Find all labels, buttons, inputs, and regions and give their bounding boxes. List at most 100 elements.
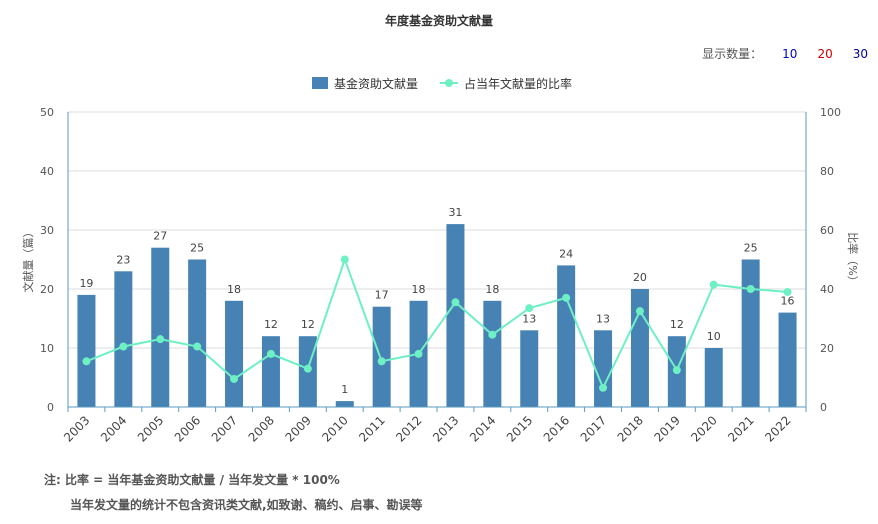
x-tick-label: 2017	[578, 413, 609, 444]
ratio-point	[303, 364, 312, 373]
display-count-option-30[interactable]: 30	[852, 46, 868, 61]
display-count-selector: 显示数量： 10 20 30	[702, 45, 868, 62]
x-tick-label: 2007	[209, 413, 240, 444]
bar-value-label: 25	[190, 242, 204, 255]
bar	[594, 330, 613, 407]
x-tick-label: 2011	[356, 413, 387, 444]
grid-lines	[68, 111, 806, 349]
y2-tick-label: 100	[820, 106, 841, 119]
bar-value-label: 27	[153, 230, 167, 243]
ratio-point	[119, 342, 128, 351]
bar-value-label: 1	[341, 383, 348, 396]
chart-notes: 注: 比率 = 当年基金资助文献量 / 当年发文量 * 100% 当年发文量的统…	[44, 468, 423, 518]
legend[interactable]: 基金资助文献量 占当年文献量的比率	[312, 76, 572, 91]
ratio-line	[86, 256, 788, 391]
ratio-point	[266, 349, 275, 358]
bar	[520, 330, 539, 407]
ratio-point	[156, 335, 165, 344]
bar-value-label: 18	[485, 283, 499, 296]
x-tick-label: 2008	[246, 413, 277, 444]
y-tick-label: 30	[40, 224, 54, 237]
bar-value-label: 19	[79, 277, 93, 290]
note-line-2: 当年发文量的统计不包含资讯类文献,如致谢、稿约、启事、勘误等	[70, 498, 423, 512]
ratio-point	[746, 285, 755, 293]
x-tick-label: 2015	[504, 413, 535, 444]
y2-tick-label: 80	[820, 165, 834, 178]
ratio-point	[709, 280, 718, 289]
ratio-point	[82, 357, 91, 366]
x-tick-label: 2022	[762, 413, 793, 444]
bar-value-label: 13	[522, 312, 536, 325]
ratio-point	[783, 287, 792, 296]
ratio-point	[340, 255, 349, 264]
bar	[778, 312, 797, 407]
ratio-line-series	[82, 255, 792, 392]
y-tick-label: 50	[40, 106, 54, 119]
bar	[630, 289, 649, 407]
bar-value-label: 24	[559, 247, 573, 260]
bar-value-label: 17	[375, 289, 389, 302]
x-tick-label: 2014	[467, 413, 498, 444]
ratio-point	[525, 304, 534, 313]
bar-value-label: 12	[264, 318, 278, 331]
y-tick-label: 20	[40, 283, 54, 296]
ratio-point	[414, 349, 423, 358]
chart-title: 年度基金资助文献量	[384, 14, 493, 28]
ratio-point	[451, 298, 460, 307]
x-tick-label: 2013	[430, 413, 461, 444]
bar	[704, 348, 723, 407]
note-line-1: 注: 比率 = 当年基金资助文献量 / 当年发文量 * 100%	[44, 473, 340, 487]
y-tick-label: 0	[47, 401, 54, 414]
y2-tick-label: 20	[820, 342, 834, 355]
bar-value-label: 25	[744, 242, 758, 255]
ratio-point	[599, 383, 608, 392]
bar-value-label: 10	[707, 330, 721, 343]
bar	[151, 247, 170, 407]
bar	[335, 401, 354, 407]
bar	[77, 294, 96, 407]
x-tick-label: 2021	[725, 413, 756, 444]
bar-value-label: 16	[781, 295, 795, 308]
y2-tick-label: 40	[820, 283, 834, 296]
y-axis-label: 文献量（篇）	[21, 227, 35, 293]
bar-value-label: 12	[670, 318, 684, 331]
bar-value-label: 18	[412, 283, 426, 296]
y2-tick-label: 0	[820, 401, 827, 414]
bar	[114, 271, 133, 407]
y2-axis-label: 比率（%）	[846, 232, 860, 286]
display-count-option-10[interactable]: 10	[782, 46, 798, 61]
bar	[372, 306, 391, 407]
bar-value-label: 18	[227, 283, 241, 296]
x-tick-label: 2003	[61, 413, 92, 444]
ratio-point	[672, 366, 681, 375]
legend-bar-label: 基金资助文献量	[334, 76, 418, 91]
ratio-point	[562, 293, 571, 302]
legend-line-marker	[445, 79, 453, 87]
ratio-point	[635, 307, 644, 316]
bar	[557, 265, 576, 407]
x-tick-label: 2019	[651, 413, 682, 444]
display-count-option-20[interactable]: 20	[817, 46, 833, 61]
bar	[261, 336, 280, 407]
bar	[446, 224, 465, 407]
bar	[225, 300, 244, 407]
x-tick-label: 2018	[615, 413, 646, 444]
display-count-label: 显示数量：	[702, 47, 763, 61]
x-tick-label: 2009	[282, 413, 313, 444]
y-tick-label: 40	[40, 165, 54, 178]
bars	[77, 224, 797, 407]
bar	[483, 300, 502, 407]
x-tick-label: 2020	[688, 413, 719, 444]
ratio-point	[230, 374, 239, 383]
bar-value-label: 13	[596, 312, 610, 325]
x-tick-label: 2010	[319, 413, 350, 444]
data-labels: 19 23 27 25 18 12 12 1 17 18 31 18 13 24 13 20 12 10 25 16	[79, 206, 794, 396]
bar	[741, 259, 760, 407]
ratio-point	[193, 342, 202, 351]
bar	[188, 259, 207, 407]
ratio-point	[377, 357, 386, 366]
ratio-point	[488, 330, 497, 339]
bar-value-label: 12	[301, 318, 315, 331]
